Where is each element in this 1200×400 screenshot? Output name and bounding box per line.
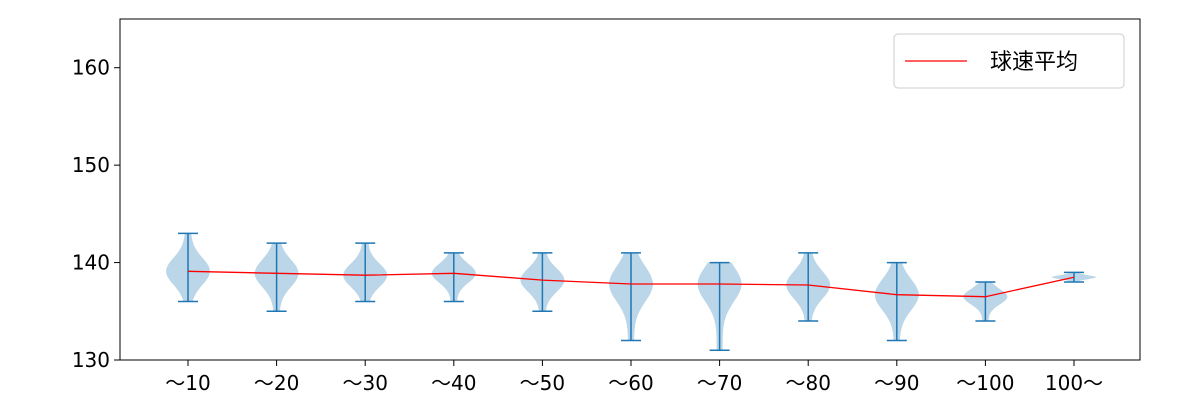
x-tick-label: ～40: [431, 371, 476, 395]
x-tick-label: ～10: [165, 371, 210, 395]
legend-label: 球速平均: [990, 50, 1078, 75]
whiskers-layer: [178, 232, 1084, 352]
y-tick-label: 160: [72, 56, 110, 80]
mean-speed-line: [187, 270, 1075, 298]
plot-frame: [119, 18, 1141, 361]
x-tick-label: 100～: [1045, 371, 1103, 395]
legend-box: [893, 33, 1125, 89]
x-tick-label: ～100: [956, 371, 1014, 395]
x-tick-label: ～60: [608, 371, 653, 395]
y-axis: 130 140 150 160: [72, 56, 120, 372]
y-tick-label: 140: [72, 251, 110, 275]
x-tick-label: ～80: [785, 371, 830, 395]
x-tick-label: ～50: [520, 371, 565, 395]
x-tick-label: ～70: [697, 371, 742, 395]
x-tick-label: ～90: [874, 371, 919, 395]
legend: 球速平均: [893, 33, 1125, 89]
x-tick-label: ～20: [254, 371, 299, 395]
x-tick-label: ～30: [342, 371, 387, 395]
x-axis: ～10 ～20 ～30 ～40 ～50 ～60 ～70 ～80 ～90 ～100 100～: [165, 360, 1103, 395]
y-tick-label: 130: [72, 348, 110, 372]
y-tick-label: 150: [72, 153, 110, 177]
